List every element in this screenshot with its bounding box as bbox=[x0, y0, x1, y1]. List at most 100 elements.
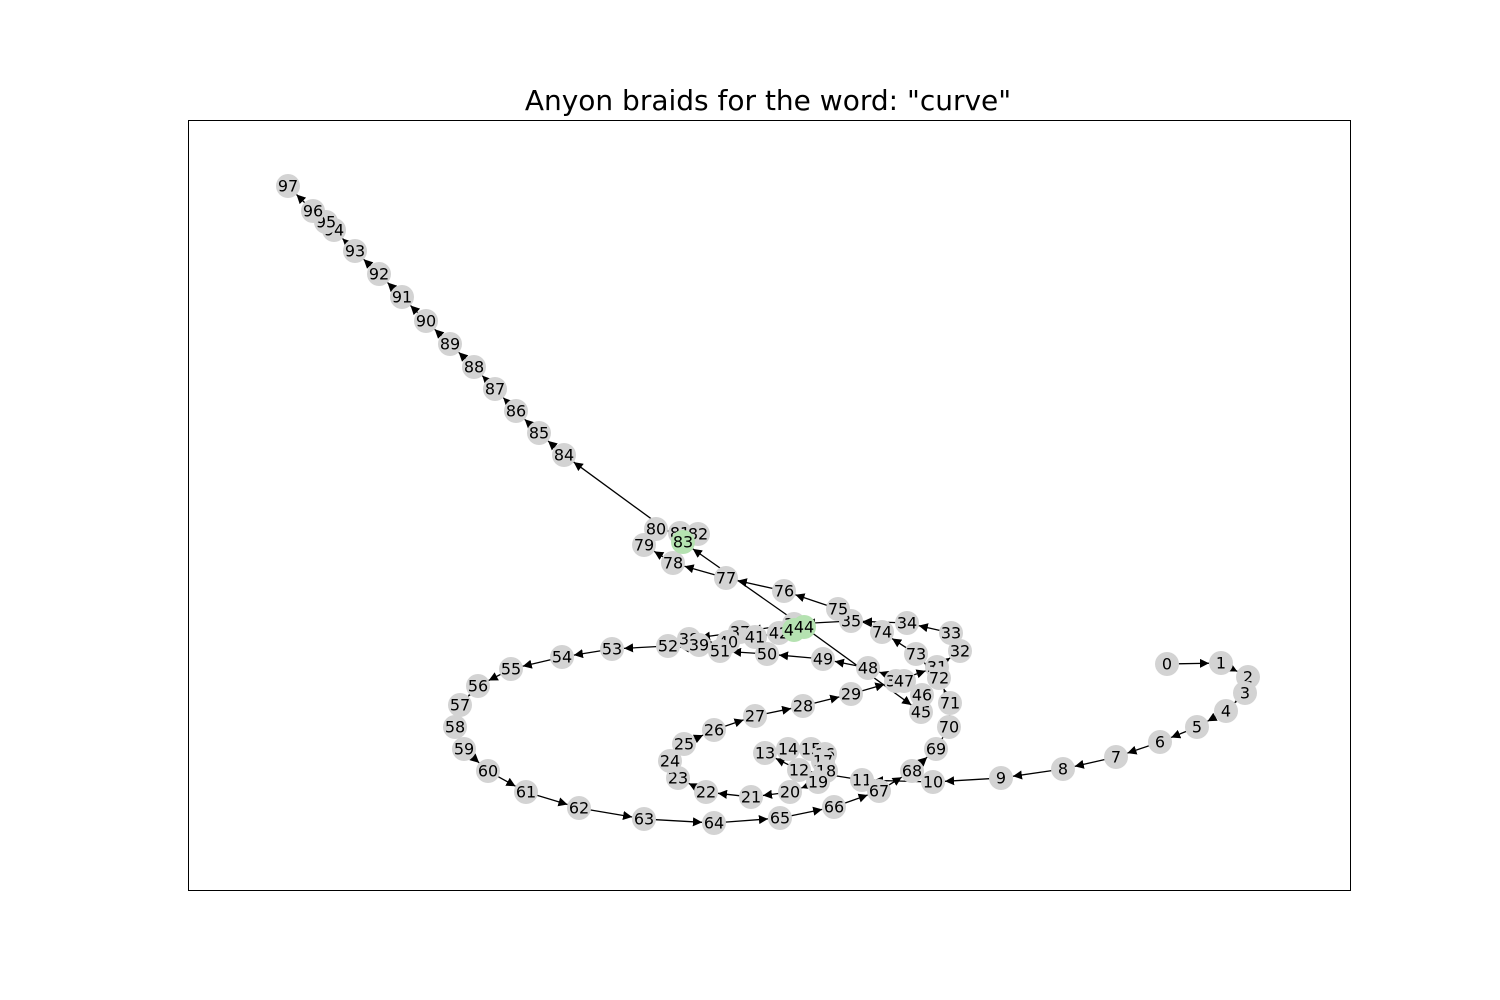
edge-27-28 bbox=[764, 705, 792, 715]
node-label-28: 28 bbox=[793, 697, 813, 716]
node-label-22: 22 bbox=[696, 783, 716, 802]
node-27: 27 bbox=[743, 704, 767, 728]
node-label-39: 39 bbox=[689, 636, 709, 655]
edge-63-64 bbox=[653, 817, 703, 827]
node-51: 51 bbox=[708, 639, 732, 663]
node-label-32: 32 bbox=[950, 642, 970, 661]
edge-layer bbox=[296, 194, 1248, 827]
node-91: 91 bbox=[390, 285, 414, 309]
node-label-59: 59 bbox=[454, 740, 474, 759]
node-circle-69 bbox=[924, 737, 948, 761]
node-label-58: 58 bbox=[445, 718, 465, 737]
node-label-6: 6 bbox=[1155, 733, 1165, 752]
node-11: 11 bbox=[850, 768, 874, 792]
node-circle-75 bbox=[826, 597, 850, 621]
node-93: 93 bbox=[343, 239, 367, 263]
node-circle-50 bbox=[755, 642, 779, 666]
edge-65-66 bbox=[789, 806, 823, 817]
node-label-54: 54 bbox=[552, 648, 572, 667]
node-55: 55 bbox=[499, 657, 523, 681]
node-label-69: 69 bbox=[926, 740, 946, 759]
node-48: 48 bbox=[856, 656, 880, 680]
node-circle-86 bbox=[504, 399, 528, 423]
node-circle-96 bbox=[301, 199, 325, 223]
node-69: 69 bbox=[924, 737, 948, 761]
node-85: 85 bbox=[527, 421, 551, 445]
node-58: 58 bbox=[443, 715, 467, 739]
node-label-55: 55 bbox=[501, 660, 521, 679]
node-41: 41 bbox=[743, 625, 767, 649]
node-45: 45 bbox=[909, 700, 933, 724]
node-label-47: 47 bbox=[894, 672, 914, 691]
edge-9-10 bbox=[944, 776, 992, 786]
node-89: 89 bbox=[438, 332, 462, 356]
node-circle-60 bbox=[476, 759, 500, 783]
node-label-88: 88 bbox=[464, 358, 484, 377]
node-22: 22 bbox=[694, 780, 718, 804]
node-circle-92 bbox=[367, 262, 391, 286]
edge-77-78 bbox=[684, 564, 717, 577]
node-8: 8 bbox=[1051, 757, 1075, 781]
node-circle-1 bbox=[1209, 651, 1233, 675]
node-label-65: 65 bbox=[770, 809, 790, 828]
node-label-77: 77 bbox=[716, 569, 736, 588]
node-label-3: 3 bbox=[1240, 684, 1250, 703]
node-label-79: 79 bbox=[634, 536, 654, 555]
node-circle-74 bbox=[870, 620, 894, 644]
node-circle-84 bbox=[552, 443, 576, 467]
node-label-2: 2 bbox=[1243, 668, 1253, 687]
node-label-51: 51 bbox=[710, 642, 730, 661]
node-50: 50 bbox=[755, 642, 779, 666]
node-label-49: 49 bbox=[813, 650, 833, 669]
node-circle-55 bbox=[499, 657, 523, 681]
node-86: 86 bbox=[504, 399, 528, 423]
node-49: 49 bbox=[811, 647, 835, 671]
node-20: 20 bbox=[778, 780, 802, 804]
node-34: 34 bbox=[895, 611, 919, 635]
node-label-7: 7 bbox=[1111, 748, 1121, 767]
node-label-10: 10 bbox=[923, 773, 943, 792]
node-label-53: 53 bbox=[602, 640, 622, 659]
node-label-1: 1 bbox=[1216, 654, 1226, 673]
node-circle-25 bbox=[672, 732, 696, 756]
node-label-27: 27 bbox=[745, 707, 765, 726]
node-circle-87 bbox=[483, 377, 507, 401]
node-circle-65 bbox=[768, 806, 792, 830]
node-circle-39 bbox=[687, 633, 711, 657]
edge-26-27 bbox=[722, 718, 744, 728]
node-circle-80 bbox=[644, 517, 668, 541]
node-75: 75 bbox=[826, 597, 850, 621]
edge-61-62 bbox=[535, 794, 568, 807]
node-10: 10 bbox=[921, 770, 945, 794]
node-circle-76 bbox=[772, 579, 796, 603]
node-label-5: 5 bbox=[1192, 718, 1202, 737]
node-label-56: 56 bbox=[468, 677, 488, 696]
diagram-title: Anyon braids for the word: "curve" bbox=[524, 84, 1012, 117]
node-circle-63 bbox=[632, 807, 656, 831]
node-circle-29 bbox=[839, 682, 863, 706]
node-label-86: 86 bbox=[506, 402, 526, 421]
node-label-60: 60 bbox=[478, 762, 498, 781]
edge-54-55 bbox=[522, 658, 553, 669]
node-90: 90 bbox=[414, 309, 438, 333]
node-label-71: 71 bbox=[940, 694, 960, 713]
node-label-14: 14 bbox=[778, 740, 798, 759]
node-label-11: 11 bbox=[852, 771, 872, 790]
node-circle-89 bbox=[438, 332, 462, 356]
node-circle-64 bbox=[702, 811, 726, 835]
node-label-48: 48 bbox=[858, 659, 878, 678]
node-21: 21 bbox=[739, 785, 763, 809]
node-47: 47 bbox=[892, 669, 916, 693]
node-circle-32 bbox=[948, 639, 972, 663]
node-circle-47 bbox=[892, 669, 916, 693]
node-circle-83 bbox=[671, 530, 695, 554]
node-26: 26 bbox=[702, 718, 726, 742]
edge-75-76 bbox=[795, 593, 830, 607]
edge-76-77 bbox=[737, 578, 775, 590]
node-73: 73 bbox=[904, 642, 928, 666]
edge-8-9 bbox=[1012, 769, 1054, 780]
edge-12-13 bbox=[775, 757, 791, 767]
node-78: 78 bbox=[661, 551, 685, 575]
node-circle-48 bbox=[856, 656, 880, 680]
edge-60-61 bbox=[496, 775, 516, 787]
